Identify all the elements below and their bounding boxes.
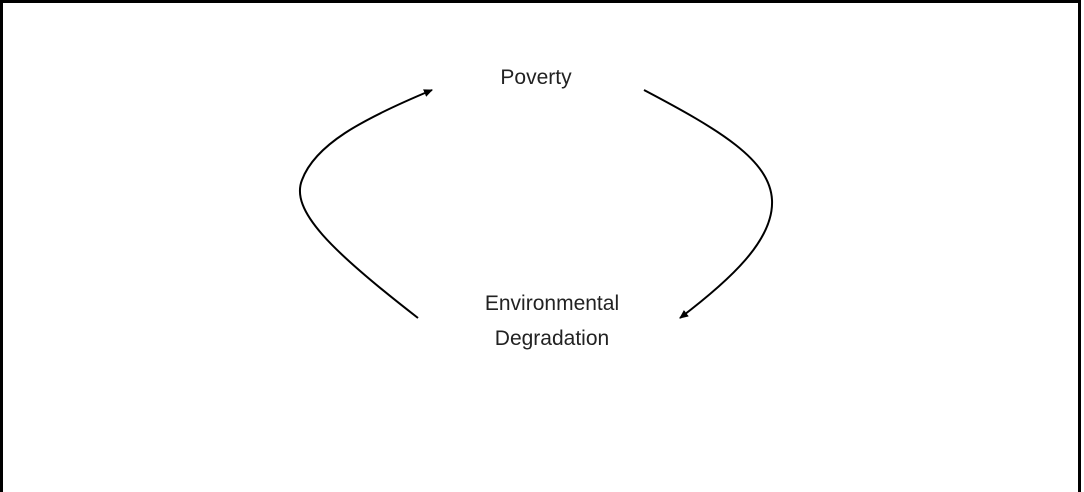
node-label: Degradation — [495, 327, 609, 350]
node-label: Poverty — [500, 66, 572, 89]
node-label: Environmental — [485, 292, 619, 315]
arrow — [298, 89, 433, 319]
arrow — [643, 89, 774, 319]
